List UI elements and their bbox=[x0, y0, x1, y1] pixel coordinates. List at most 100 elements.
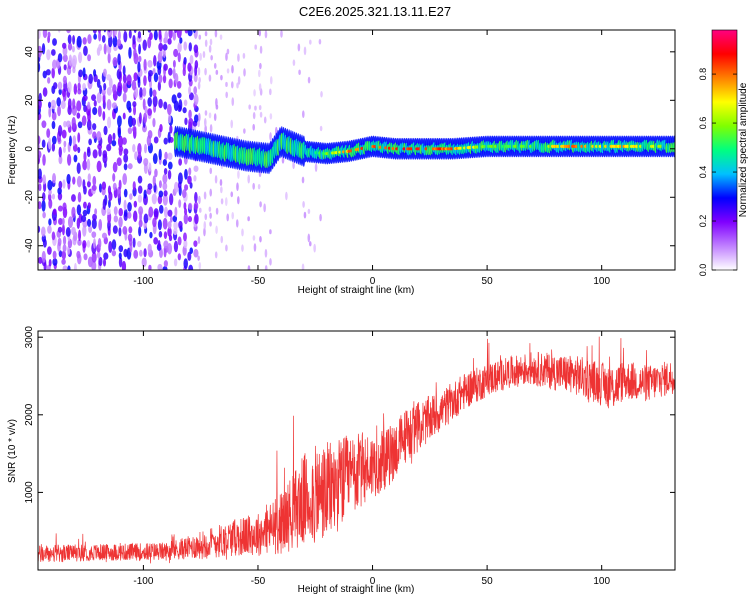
spectrogram-cell bbox=[319, 213, 322, 222]
spectrogram-cell bbox=[104, 194, 108, 206]
spectrogram-cell bbox=[162, 74, 167, 84]
spectrogram-cell bbox=[96, 92, 102, 104]
spectrogram-cell bbox=[61, 129, 67, 139]
spectrogram-cell bbox=[77, 121, 83, 129]
spectrogram-x-tick-label: -50 bbox=[251, 276, 266, 287]
spectrogram-cell bbox=[307, 76, 311, 84]
spectrogram-cell bbox=[98, 219, 103, 231]
spectrogram-cell bbox=[158, 148, 162, 161]
spectrogram-cell bbox=[92, 30, 97, 34]
spectrogram-cell bbox=[193, 44, 199, 54]
spectrogram-cell bbox=[42, 211, 46, 219]
spectrogram-cell bbox=[174, 30, 178, 34]
spectrogram-cell bbox=[65, 120, 71, 128]
spectrogram-cell bbox=[86, 240, 91, 248]
spectrogram-cell bbox=[118, 145, 124, 153]
spectrogram-cell bbox=[48, 259, 52, 267]
spectrogram-cell bbox=[188, 167, 192, 176]
spectrogram-cell bbox=[68, 135, 72, 147]
spectrogram-cell bbox=[48, 188, 52, 195]
spectrogram-cell bbox=[168, 113, 172, 124]
spectrogram-cell bbox=[41, 199, 46, 212]
spectrogram-cell bbox=[253, 243, 257, 252]
spectrogram-cell bbox=[41, 192, 46, 202]
spectrogram-cell bbox=[153, 55, 157, 67]
colorbar-tick-label: 0.2 bbox=[698, 215, 708, 228]
spectrogram-x-tick-label: -100 bbox=[133, 276, 153, 287]
spectrogram-cell bbox=[117, 81, 123, 93]
spectrogram-cell bbox=[259, 45, 263, 54]
spectrogram-cell bbox=[83, 253, 88, 261]
spectrogram-cell bbox=[86, 218, 92, 227]
spectrogram-cell bbox=[167, 209, 173, 217]
spectrogram-cell bbox=[252, 112, 256, 120]
spectrogram-cell bbox=[38, 30, 41, 40]
spectrogram-cell bbox=[77, 191, 82, 203]
spectrogram-cell bbox=[117, 135, 124, 148]
spectrogram-cell bbox=[157, 239, 161, 250]
spectrogram-cell bbox=[187, 251, 192, 261]
spectrogram-cell bbox=[47, 101, 52, 109]
spectrogram-cell bbox=[236, 82, 239, 89]
spectrogram-cell bbox=[163, 63, 168, 71]
spectrogram-cell bbox=[193, 240, 198, 247]
spectrogram-cell bbox=[158, 190, 164, 198]
spectrogram-cell bbox=[108, 199, 111, 209]
spectrogram-cell bbox=[220, 74, 223, 81]
spectrogram-cell bbox=[102, 150, 108, 159]
spectrogram-cell bbox=[123, 30, 128, 43]
spectrogram-cell bbox=[178, 199, 182, 208]
spectrogram-cell bbox=[147, 60, 153, 68]
spectrogram-cell bbox=[167, 221, 172, 229]
spectrogram-cell bbox=[173, 240, 179, 253]
spectrogram-cell bbox=[215, 69, 219, 75]
spectrogram-cell bbox=[52, 59, 57, 70]
spectrogram-cell bbox=[258, 69, 261, 78]
spectrogram-cell bbox=[203, 191, 207, 200]
spectrogram-cell bbox=[172, 215, 178, 223]
colorbar-ticks: 0.0 0.2 0.4 0.6 0.8 bbox=[698, 68, 737, 276]
spectrogram-cell bbox=[58, 88, 62, 95]
spectrogram-cell bbox=[128, 226, 133, 234]
spectrogram-cell bbox=[77, 132, 81, 143]
spectrogram-cell bbox=[122, 81, 128, 93]
spectrogram-cell bbox=[121, 137, 127, 145]
spectrogram-cell bbox=[252, 182, 255, 190]
spectrogram-cell bbox=[173, 181, 179, 193]
spectrogram-cell bbox=[42, 154, 46, 166]
spectrogram-cell bbox=[225, 91, 228, 99]
spectrogram-cell bbox=[87, 34, 92, 45]
spectrogram-x-label: Height of straight line (km) bbox=[298, 285, 415, 296]
spectrogram-cell bbox=[91, 260, 97, 270]
spectrogram-cell bbox=[141, 257, 147, 268]
spectrogram-cell bbox=[48, 198, 53, 209]
spectrogram-cell bbox=[307, 208, 311, 214]
spectrogram-cell bbox=[193, 201, 199, 210]
colorbar-tick-label: 0.6 bbox=[698, 117, 708, 130]
spectrogram-cell bbox=[301, 263, 305, 270]
spectrogram-cell bbox=[57, 125, 63, 137]
spectrogram-cell bbox=[143, 58, 147, 71]
spectrogram-cell bbox=[204, 67, 207, 76]
spectrogram-cell bbox=[152, 89, 157, 97]
spectrogram-cell bbox=[87, 173, 91, 182]
spectrogram-cell bbox=[252, 123, 255, 131]
spectrogram-cell bbox=[91, 218, 97, 230]
spectrogram-cell bbox=[38, 135, 41, 145]
spectrogram-cell bbox=[127, 211, 132, 219]
spectrogram-cell bbox=[269, 76, 273, 85]
spectrogram-cell bbox=[318, 38, 322, 45]
spectrogram-cell bbox=[51, 143, 56, 152]
spectrogram-cell bbox=[184, 117, 188, 126]
spectrogram-cell bbox=[42, 30, 48, 39]
spectrogram-cell bbox=[78, 51, 83, 64]
spectrogram-cell bbox=[243, 128, 246, 134]
spectrogram-cell bbox=[142, 87, 147, 97]
spectrogram-cell bbox=[167, 169, 172, 180]
colorbar-tick-label: 0.8 bbox=[698, 68, 708, 81]
spectrogram-cell bbox=[42, 174, 47, 185]
spectrogram-cell bbox=[127, 201, 132, 212]
spectrogram-cell bbox=[269, 113, 273, 120]
spectrogram-cell bbox=[94, 208, 98, 216]
spectrogram-cell bbox=[292, 161, 295, 170]
